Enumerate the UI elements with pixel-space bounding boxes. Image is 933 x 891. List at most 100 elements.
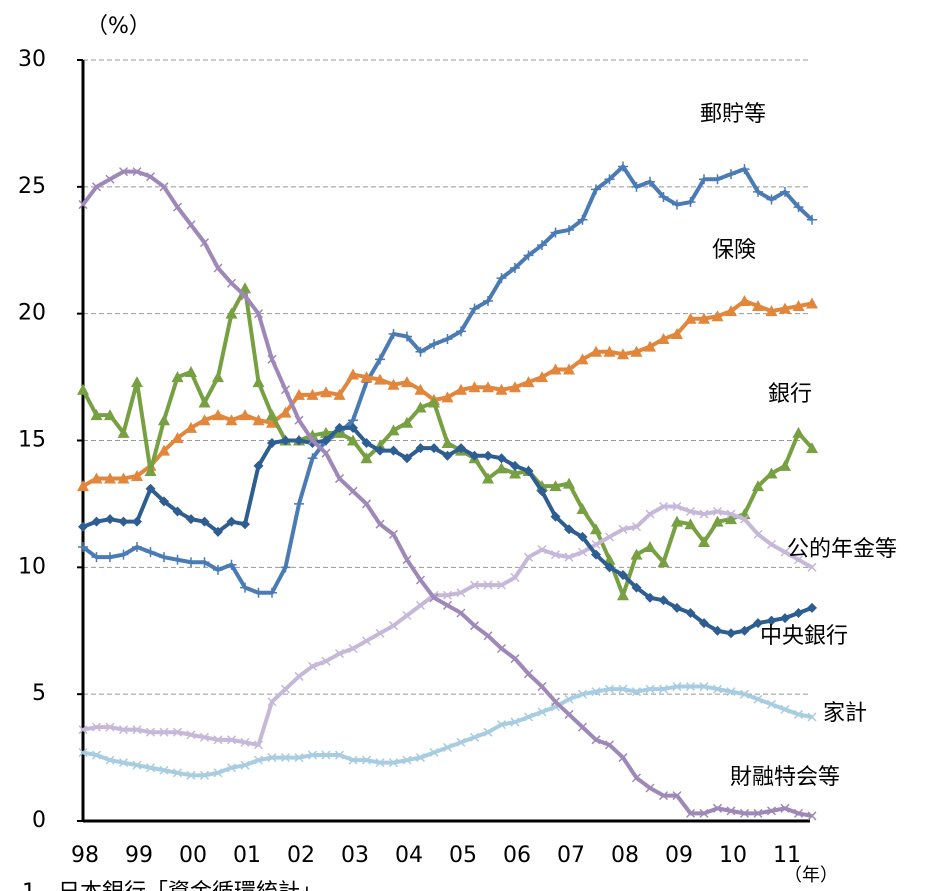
marker [806, 297, 818, 309]
marker [806, 442, 818, 454]
x-tick-label: 99 [125, 843, 153, 868]
marker [118, 549, 129, 560]
marker [321, 448, 331, 458]
marker [699, 509, 709, 519]
marker [401, 416, 413, 428]
marker [226, 516, 237, 527]
marker [240, 737, 250, 747]
marker [442, 590, 453, 600]
marker [402, 755, 412, 765]
marker [455, 383, 467, 395]
marker [780, 803, 790, 813]
marker [645, 176, 655, 187]
marker [294, 435, 304, 446]
marker [225, 414, 238, 426]
marker [496, 580, 507, 590]
marker [590, 345, 602, 357]
marker [739, 164, 750, 175]
marker [348, 755, 358, 765]
marker [564, 709, 574, 719]
marker [375, 354, 385, 365]
marker [145, 727, 156, 737]
marker [199, 770, 210, 780]
marker [766, 806, 777, 816]
marker [429, 593, 439, 603]
marker [591, 184, 601, 195]
marker [712, 684, 723, 694]
marker [739, 514, 750, 524]
marker [387, 378, 400, 390]
marker [91, 552, 102, 563]
marker [645, 783, 655, 793]
series-label: 財融特会等 [730, 765, 840, 790]
marker [294, 498, 304, 509]
marker [402, 453, 412, 464]
marker [523, 552, 534, 562]
marker [510, 572, 520, 583]
marker [402, 331, 412, 342]
marker [766, 539, 777, 550]
marker [496, 453, 507, 464]
y-tick-label: 5 [32, 681, 46, 706]
marker [672, 199, 682, 210]
marker [618, 161, 628, 172]
marker [360, 371, 373, 383]
marker [779, 302, 791, 314]
marker [780, 186, 790, 197]
marker [495, 462, 508, 474]
marker [591, 539, 601, 550]
marker [550, 227, 561, 238]
marker [226, 735, 237, 745]
marker [159, 765, 169, 775]
marker [807, 811, 817, 821]
marker [212, 371, 224, 383]
marker [267, 697, 277, 707]
marker [699, 174, 709, 185]
marker [171, 431, 184, 443]
x-tick-label: 09 [665, 843, 693, 868]
marker [145, 547, 156, 558]
marker [78, 542, 88, 553]
marker [252, 414, 265, 426]
marker [509, 381, 521, 393]
marker [185, 421, 197, 433]
marker [618, 753, 628, 763]
marker [765, 467, 778, 479]
marker [402, 610, 412, 621]
marker [672, 791, 682, 801]
marker [590, 523, 602, 535]
marker [523, 669, 534, 679]
marker [213, 263, 223, 273]
marker [807, 214, 817, 225]
marker [240, 291, 250, 301]
marker [186, 514, 196, 525]
marker [685, 607, 696, 618]
y-tick-label: 0 [32, 808, 46, 833]
marker [456, 326, 466, 337]
marker [793, 709, 804, 719]
marker [699, 618, 709, 629]
marker [563, 363, 575, 375]
marker [348, 422, 358, 433]
marker [199, 238, 210, 248]
marker [672, 501, 682, 511]
marker [91, 516, 102, 527]
marker [158, 414, 170, 426]
marker [212, 409, 224, 421]
marker [537, 240, 547, 251]
marker [267, 587, 277, 598]
marker [159, 552, 169, 563]
marker [172, 727, 183, 737]
marker [347, 434, 359, 446]
marker [171, 371, 184, 383]
marker [577, 689, 588, 699]
marker [414, 401, 427, 413]
marker [726, 806, 736, 816]
marker [387, 424, 400, 436]
marker [159, 182, 169, 192]
marker [186, 557, 196, 568]
marker [226, 559, 237, 570]
marker [415, 443, 426, 454]
marker [388, 445, 399, 456]
x-tick-label: 00 [179, 843, 207, 868]
